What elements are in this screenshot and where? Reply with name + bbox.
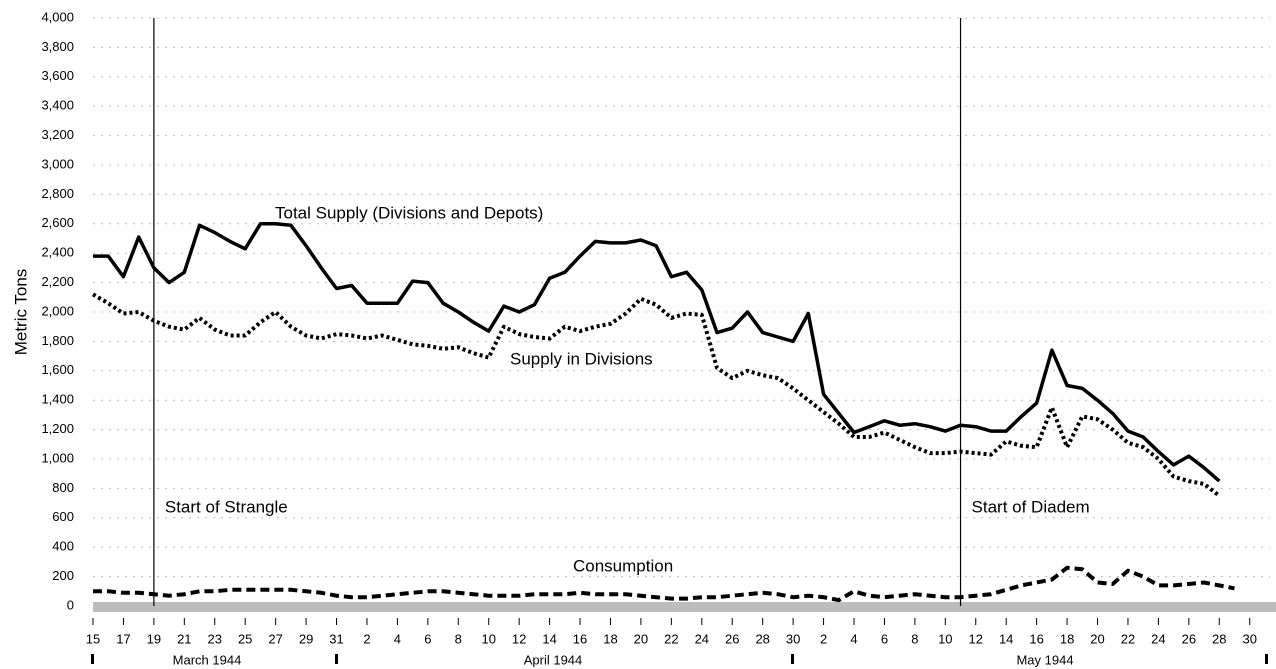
- y-tick-label: 2,200: [41, 274, 74, 289]
- x-tick-label: 10: [481, 631, 495, 646]
- y-axis-label: Metric Tons: [11, 269, 30, 356]
- x-tick-label: 14: [999, 631, 1013, 646]
- y-tick-label: 400: [52, 539, 74, 554]
- y-tick-label: 3,800: [41, 39, 74, 54]
- x-tick-label: 6: [881, 631, 888, 646]
- y-tick-label: 2,600: [41, 215, 74, 230]
- x-tick-label: 16: [573, 631, 587, 646]
- month-label: May 1944: [1016, 652, 1073, 667]
- x-tick-label: 24: [1151, 631, 1165, 646]
- x-tick-label: 18: [603, 631, 617, 646]
- x-tick-label: 14: [542, 631, 556, 646]
- series-label: Total Supply (Divisions and Depots): [275, 203, 543, 222]
- x-tick-label: 6: [424, 631, 431, 646]
- series-label: Consumption: [573, 556, 673, 575]
- month-divider: [91, 654, 94, 664]
- baseline-band: [93, 602, 1276, 612]
- y-tick-label: 4,000: [41, 9, 74, 24]
- month-divider: [1265, 654, 1268, 664]
- x-tick-label: 26: [1182, 631, 1196, 646]
- x-tick-label: 30: [1242, 631, 1256, 646]
- y-tick-label: 600: [52, 509, 74, 524]
- month-label: March 1944: [173, 652, 242, 667]
- x-tick-label: 4: [850, 631, 857, 646]
- x-tick-label: 2: [363, 631, 370, 646]
- x-tick-label: 12: [969, 631, 983, 646]
- x-tick-label: 23: [208, 631, 222, 646]
- x-tick-label: 21: [177, 631, 191, 646]
- y-tick-label: 1,000: [41, 450, 74, 465]
- x-tick-label: 17: [116, 631, 130, 646]
- y-tick-label: 1,400: [41, 392, 74, 407]
- x-tick-label: 22: [1121, 631, 1135, 646]
- x-tick-label: 24: [695, 631, 709, 646]
- x-tick-label: 4: [394, 631, 401, 646]
- y-tick-label: 200: [52, 568, 74, 583]
- x-tick-label: 8: [911, 631, 918, 646]
- x-tick-label: 16: [1029, 631, 1043, 646]
- event-label: Start of Diadem: [972, 497, 1090, 516]
- x-tick-label: 28: [1212, 631, 1226, 646]
- y-tick-label: 1,200: [41, 421, 74, 436]
- x-tick-label: 15: [86, 631, 100, 646]
- x-tick-label: 22: [664, 631, 678, 646]
- y-tick-label: 2,800: [41, 186, 74, 201]
- y-tick-label: 3,600: [41, 68, 74, 83]
- y-tick-label: 3,000: [41, 156, 74, 171]
- x-tick-label: 2: [820, 631, 827, 646]
- month-label: April 1944: [524, 652, 583, 667]
- month-divider: [335, 654, 338, 664]
- x-tick-label: 29: [299, 631, 313, 646]
- series-label: Supply in Divisions: [510, 349, 653, 368]
- x-tick-label: 25: [238, 631, 252, 646]
- x-tick-label: 8: [455, 631, 462, 646]
- series-line: [91, 292, 1221, 498]
- y-tick-label: 3,200: [41, 127, 74, 142]
- x-tick-label: 12: [512, 631, 526, 646]
- x-tick-label: 20: [1090, 631, 1104, 646]
- x-tick-label: 28: [755, 631, 769, 646]
- x-tick-label: 31: [329, 631, 343, 646]
- x-tick-label: 10: [938, 631, 952, 646]
- y-tick-label: 1,600: [41, 362, 74, 377]
- x-tick-label: 30: [786, 631, 800, 646]
- series-line: [93, 222, 1221, 483]
- x-tick-label: 26: [725, 631, 739, 646]
- x-tick-label: 19: [147, 631, 161, 646]
- y-tick-label: 800: [52, 480, 74, 495]
- y-tick-label: 1,800: [41, 333, 74, 348]
- y-tick-label: 2,400: [41, 245, 74, 260]
- x-tick-label: 20: [634, 631, 648, 646]
- x-tick-label: 27: [268, 631, 282, 646]
- month-divider: [791, 654, 794, 664]
- y-tick-label: 2,000: [41, 303, 74, 318]
- y-tick-label: 3,400: [41, 98, 74, 113]
- y-tick-label: 0: [67, 597, 74, 612]
- x-tick-label: 18: [1060, 631, 1074, 646]
- series-line: [93, 565, 1235, 603]
- event-label: Start of Strangle: [165, 497, 288, 516]
